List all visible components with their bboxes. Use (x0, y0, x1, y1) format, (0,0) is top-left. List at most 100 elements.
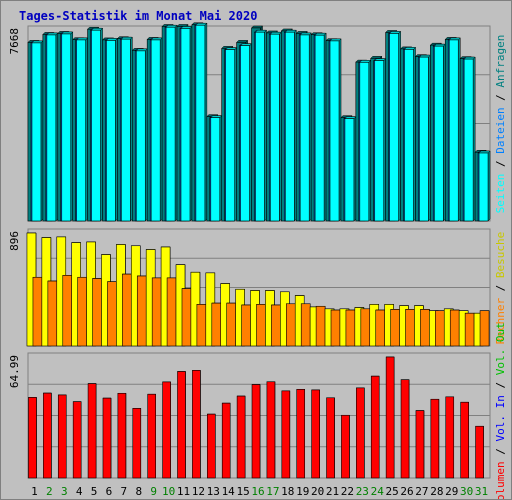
bar-volumen-31 (475, 425, 484, 479)
bar-volumen-11 (177, 371, 186, 479)
x-tick-label-8: 8 (135, 485, 142, 498)
bar-volumen-3 (57, 394, 67, 479)
bar-rechner-20 (315, 305, 326, 347)
bar-rechner-10 (166, 277, 177, 347)
x-tick-label-9: 9 (150, 485, 157, 498)
bar-rechner-22 (345, 309, 356, 347)
x-tick-label-2: 2 (46, 485, 53, 498)
bar-volumen-18 (281, 390, 291, 479)
legend-entry-vol-in: Vol. In (494, 395, 507, 441)
bar-seiten-12 (195, 24, 206, 222)
bar-volumen-10 (162, 381, 171, 479)
x-tick-label-20: 20 (311, 485, 324, 498)
legend-3: Volumen / Vol. In / Vol. Out (494, 322, 507, 499)
bar-rechner-1 (32, 276, 43, 347)
bar-volumen-19 (296, 389, 306, 479)
legend-separator: / (494, 278, 507, 298)
legend-entry-besuche: Besuche (494, 232, 507, 278)
bar-seiten-15 (240, 45, 250, 222)
legend-1: Seiten / Dateien / Anfragen (494, 35, 507, 214)
bar-volumen-21 (326, 397, 335, 479)
bar-seiten-7 (121, 38, 131, 222)
x-tick-label-25: 25 (386, 485, 399, 498)
legend-separator: / (494, 441, 507, 461)
bar-seiten-31 (478, 152, 489, 222)
x-tick-label-17: 17 (266, 485, 279, 498)
bar-rechner-31 (479, 310, 490, 347)
bar-seiten-29 (448, 39, 459, 222)
bar-seiten-2 (46, 34, 57, 222)
x-tick-label-10: 10 (162, 485, 175, 498)
bar-seiten-6 (106, 40, 116, 222)
x-tick-label-29: 29 (445, 485, 458, 498)
x-tick-label-18: 18 (281, 485, 294, 498)
x-tick-label-19: 19 (296, 485, 309, 498)
bar-seiten-25 (389, 33, 399, 222)
bar-rechner-12 (196, 304, 207, 347)
x-tick-label-26: 26 (400, 485, 413, 498)
x-tick-label-12: 12 (192, 485, 205, 498)
x-tick-label-4: 4 (76, 485, 83, 498)
bar-rechner-4 (77, 276, 87, 347)
bar-seiten-14 (225, 49, 235, 222)
bar-seiten-1 (31, 42, 42, 222)
bar-rechner-19 (300, 303, 311, 347)
bar-volumen-22 (341, 414, 350, 479)
x-tick-label-3: 3 (61, 485, 68, 498)
x-tick-label-22: 22 (341, 485, 354, 498)
bar-rechner-6 (107, 281, 117, 347)
bar-seiten-26 (404, 49, 414, 222)
bar-volumen-2 (43, 392, 52, 479)
bar-seiten-23 (359, 62, 370, 222)
bar-seiten-24 (374, 60, 385, 222)
bar-seiten-31-top (478, 150, 491, 154)
bar-volumen-8 (132, 408, 142, 479)
bar-rechner-25 (390, 309, 400, 347)
bar-rechner-21 (330, 309, 341, 347)
bar-volumen-1 (28, 397, 37, 479)
x-tick-label-27: 27 (415, 485, 428, 498)
bar-seiten-13-top (210, 115, 223, 118)
bar-rechner-14 (226, 302, 236, 347)
bar-seiten-28 (434, 45, 444, 222)
x-tick-label-11: 11 (177, 485, 190, 498)
legend-2: Rechner / Besuche (494, 232, 507, 345)
legend-entry-volumen: Volumen (494, 461, 507, 499)
bar-rechner-3 (62, 275, 73, 347)
bar-rechner-18 (286, 303, 296, 347)
bar-rechner-7 (122, 273, 132, 347)
y-max-label-1: 7668 (8, 28, 21, 55)
bar-volumen-9 (147, 393, 156, 479)
bar-rechner-23 (360, 308, 371, 347)
bar-volumen-27 (415, 410, 425, 479)
x-tick-label-7: 7 (121, 485, 128, 498)
legend-separator: / (494, 375, 507, 395)
bar-seiten-4 (76, 39, 86, 222)
bar-volumen-28 (430, 398, 440, 479)
bar-rechner-13 (211, 302, 222, 347)
bar-anfragen-24-top (370, 56, 383, 59)
bar-volumen-29 (445, 396, 455, 479)
bar-seiten-21 (329, 40, 340, 222)
legend-entry-rechner: Rechner (494, 298, 507, 345)
bar-rechner-2 (47, 280, 58, 347)
bar-volumen-12 (192, 370, 201, 479)
bar-seiten-5 (91, 29, 101, 222)
bar-seiten-27 (419, 56, 429, 222)
bar-seiten-13 (210, 117, 221, 222)
x-tick-label-23: 23 (356, 485, 369, 498)
bar-seiten-3 (61, 33, 72, 222)
bar-volumen-26 (400, 379, 410, 479)
bar-rechner-17 (271, 304, 281, 347)
x-tick-label-13: 13 (207, 485, 220, 498)
bar-seiten-10 (165, 26, 176, 222)
bar-volumen-5 (87, 383, 97, 479)
bar-rechner-24 (375, 309, 386, 347)
chart-title: Tages-Statistik im Monat Mai 2020 (19, 9, 258, 23)
bar-seiten-17 (270, 33, 280, 222)
x-tick-label-1: 1 (31, 485, 38, 498)
bar-volumen-6 (102, 397, 112, 479)
bar-volumen-20 (311, 389, 320, 479)
x-tick-label-6: 6 (106, 485, 113, 498)
bar-rechner-27 (420, 309, 430, 347)
